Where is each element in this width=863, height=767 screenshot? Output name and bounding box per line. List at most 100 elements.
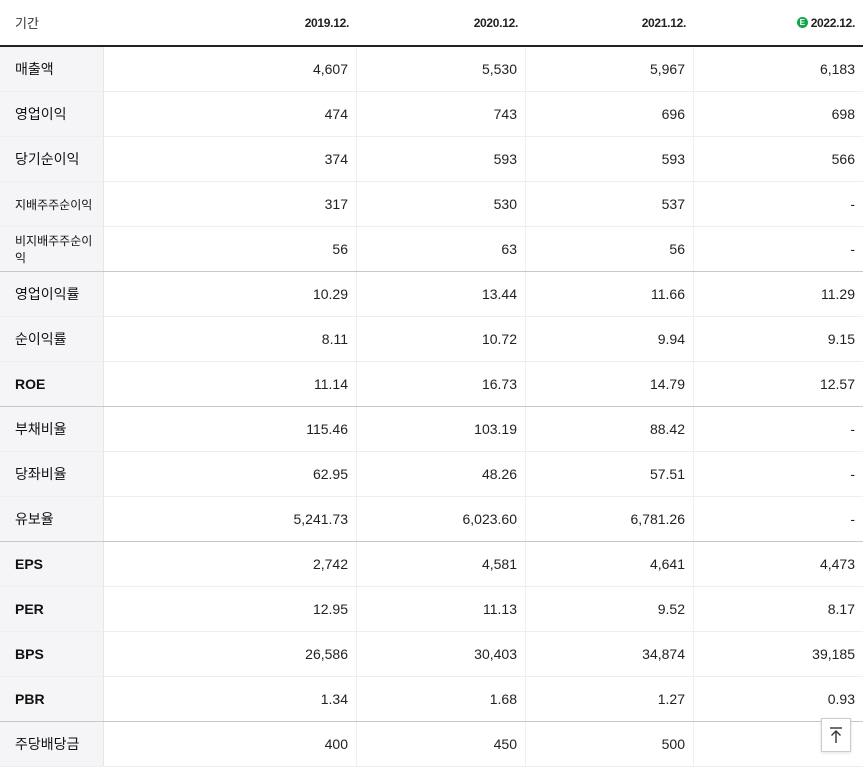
- cell-value: 6,023.60: [357, 497, 526, 541]
- table-row: 부채비율 115.46 103.19 88.42 -: [0, 407, 863, 452]
- table-row: 영업이익률 10.29 13.44 11.66 11.29: [0, 272, 863, 317]
- cell-value: 537: [526, 182, 694, 226]
- cell-value: 62.95: [104, 452, 357, 496]
- row-label: 순이익률: [0, 317, 104, 361]
- header-period-2019: 2019.12.: [104, 16, 357, 30]
- cell-value: 30,403: [357, 632, 526, 676]
- header-period-2021: 2021.12.: [526, 16, 694, 30]
- row-label: PER: [0, 587, 104, 631]
- cell-value: 696: [526, 92, 694, 136]
- cell-value: 4,607: [104, 47, 357, 91]
- row-label: PBR: [0, 677, 104, 721]
- table-row: 매출액 4,607 5,530 5,967 6,183: [0, 47, 863, 92]
- cell-value: 12.57: [819, 376, 855, 392]
- arrow-up-to-top-icon: [830, 727, 842, 743]
- row-label: ROE: [0, 362, 104, 406]
- cell-value: 10.29: [104, 272, 357, 316]
- table-row: 당기순이익 374 593 593 566: [0, 137, 863, 182]
- table-row: ROE 11.14 16.73 14.79 12.57: [0, 362, 863, 407]
- cell-value: 48.26: [357, 452, 526, 496]
- cell-value: 16.73: [357, 362, 526, 406]
- cell-value: 5,967: [526, 47, 694, 91]
- cell-value: 4,581: [357, 542, 526, 586]
- cell-value: 6,781.26: [526, 497, 694, 541]
- cell-value: -: [850, 241, 855, 257]
- cell-value: 5,530: [357, 47, 526, 91]
- cell-value: 14.79: [526, 362, 694, 406]
- row-label: EPS: [0, 542, 104, 586]
- table-row: 지배주주순이익 317 530 537 -: [0, 182, 863, 227]
- cell-value: 2,742: [104, 542, 357, 586]
- cell-value: 1.34: [104, 677, 357, 721]
- cell-value: 9.52: [526, 587, 694, 631]
- cell-value: 11.14: [104, 362, 357, 406]
- cell-value: 400: [104, 722, 357, 766]
- header-period-text: 2019.12.: [304, 15, 350, 30]
- cell-value: 0.93: [827, 691, 855, 707]
- cell-value: 5,241.73: [104, 497, 357, 541]
- cell-value: 57.51: [526, 452, 694, 496]
- row-label: 영업이익: [0, 92, 104, 136]
- table-row: 비지배주주순이익 56 63 56 -: [0, 227, 863, 272]
- row-label: 영업이익률: [0, 272, 104, 316]
- row-label: 지배주주순이익: [0, 182, 104, 226]
- cell-value: 11.13: [357, 587, 526, 631]
- cell-value: -: [850, 466, 855, 482]
- table-row: 영업이익 474 743 696 698: [0, 92, 863, 137]
- cell-value: 11.29: [821, 286, 855, 302]
- table-header-row: 기간 2019.12. 2020.12. 2021.12. E 2022.12.: [0, 0, 863, 47]
- cell-value: 115.46: [104, 407, 357, 451]
- cell-value: 8.17: [827, 601, 855, 617]
- cell-value: 4,641: [526, 542, 694, 586]
- cell-value: 10.72: [357, 317, 526, 361]
- header-period-2022: E 2022.12.: [694, 16, 863, 30]
- table-row: 당좌비율 62.95 48.26 57.51 -: [0, 452, 863, 497]
- table-row: 유보율 5,241.73 6,023.60 6,781.26 -: [0, 497, 863, 542]
- table-row: BPS 26,586 30,403 34,874 39,185: [0, 632, 863, 677]
- cell-value: 4,473: [819, 556, 855, 572]
- row-label: 당좌비율: [0, 452, 104, 496]
- row-label: 당기순이익: [0, 137, 104, 181]
- cell-value: 34,874: [526, 632, 694, 676]
- cell-value: 530: [357, 182, 526, 226]
- cell-value: 8.11: [104, 317, 357, 361]
- cell-value: 374: [104, 137, 357, 181]
- cell-value: 698: [831, 106, 855, 122]
- cell-value: 474: [104, 92, 357, 136]
- row-label: 유보율: [0, 497, 104, 541]
- cell-value: 13.44: [357, 272, 526, 316]
- table-row: PBR 1.34 1.68 1.27 0.93: [0, 677, 863, 722]
- row-label: 매출액: [0, 47, 104, 91]
- cell-value: 566: [831, 151, 855, 167]
- cell-value: 12.95: [104, 587, 357, 631]
- table-row: PER 12.95 11.13 9.52 8.17: [0, 587, 863, 632]
- cell-value: 1.27: [526, 677, 694, 721]
- row-label: 비지배주주순이익: [0, 227, 104, 271]
- cell-value: -: [850, 511, 855, 527]
- cell-value: 11.66: [526, 272, 694, 316]
- scroll-to-top-button[interactable]: [821, 718, 851, 752]
- header-period-label: 기간: [15, 16, 39, 31]
- table-row: 주당배당금 400 450 500: [0, 722, 863, 767]
- cell-value: 317: [104, 182, 357, 226]
- header-period-2020: 2020.12.: [357, 16, 526, 30]
- cell-value: 103.19: [357, 407, 526, 451]
- cell-value: 743: [357, 92, 526, 136]
- cell-value: 9.15: [827, 331, 855, 347]
- cell-value: 63: [357, 227, 526, 271]
- cell-value: -: [850, 421, 855, 437]
- table-row: EPS 2,742 4,581 4,641 4,473: [0, 542, 863, 587]
- table-row: 순이익률 8.11 10.72 9.94 9.15: [0, 317, 863, 362]
- header-period-text: 2021.12.: [641, 15, 687, 30]
- cell-value: 88.42: [526, 407, 694, 451]
- cell-value: 56: [104, 227, 357, 271]
- cell-value: 1.68: [357, 677, 526, 721]
- cell-value: 500: [526, 722, 694, 766]
- cell-value: -: [850, 196, 855, 212]
- cell-value: 56: [526, 227, 694, 271]
- estimate-badge-icon: E: [796, 17, 808, 28]
- cell-value: 39,185: [812, 646, 855, 662]
- row-label: 주당배당금: [0, 722, 104, 766]
- cell-value: 9.94: [526, 317, 694, 361]
